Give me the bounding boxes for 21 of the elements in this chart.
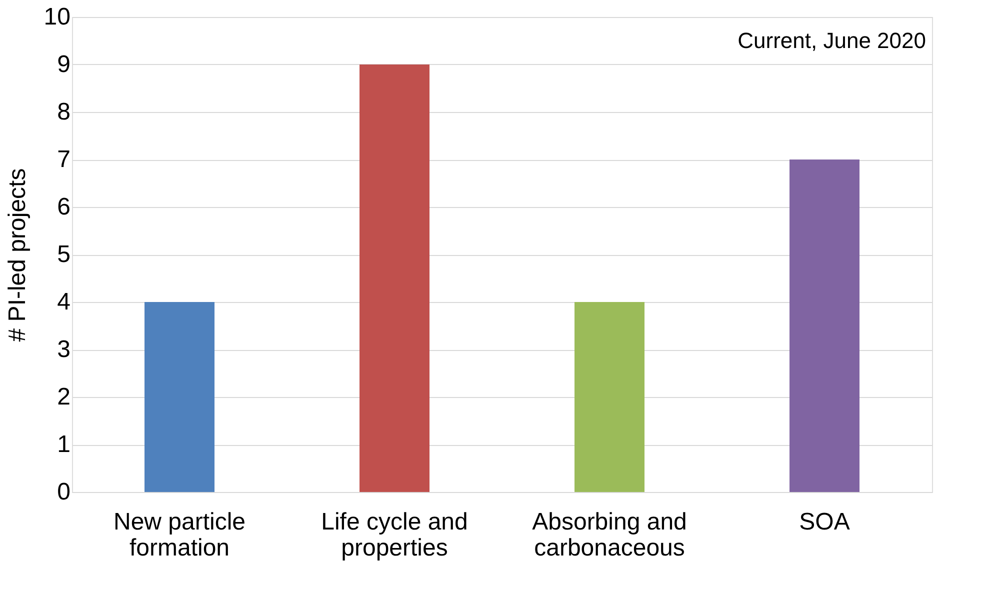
y-tick-label: 2: [57, 384, 70, 410]
x-tick-label: Life cycle and properties: [321, 508, 468, 562]
y-tick-label: 5: [57, 241, 70, 268]
y-tick-label: 6: [57, 194, 70, 220]
y-tick-label: 8: [57, 98, 70, 126]
bar: [790, 160, 860, 492]
bar: [360, 64, 430, 492]
y-tick-label: 1: [57, 431, 70, 458]
y-tick-label: 7: [57, 146, 70, 173]
y-tick-label: 3: [57, 336, 70, 363]
annotation: Current, June 2020: [738, 28, 926, 53]
x-tick-label: Absorbing and carbonaceous: [532, 508, 687, 562]
y-tick-label: 0: [57, 478, 70, 506]
y-tick-label: 10: [44, 4, 70, 30]
x-tick-label: New particle formation: [113, 508, 246, 562]
x-tick-label: SOA: [799, 508, 850, 536]
bar: [574, 302, 644, 492]
bar: [144, 302, 214, 492]
y-tick-label: 9: [57, 51, 70, 78]
y-tick-label: 4: [57, 288, 70, 316]
y-axis-title: # PI-led projects: [4, 168, 31, 342]
